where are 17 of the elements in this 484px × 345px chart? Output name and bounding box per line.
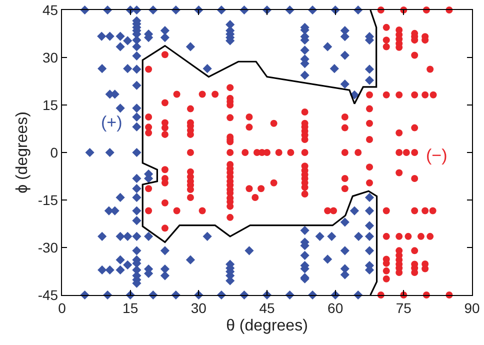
annotation: (−) xyxy=(426,146,448,165)
x-tick-label: 30 xyxy=(190,300,207,316)
y-tick-label: 15 xyxy=(42,96,58,113)
x-tick-label: 90 xyxy=(464,300,480,316)
x-tick-label: 45 xyxy=(259,300,275,316)
y-tick-label: -30 xyxy=(38,239,58,256)
x-tick-label: 15 xyxy=(122,300,138,316)
x-axis-title: θ (degrees) xyxy=(226,318,308,335)
y-tick-label: -45 xyxy=(38,286,58,303)
y-tick-label: -15 xyxy=(38,192,58,208)
y-axis-title: ϕ (degrees) xyxy=(14,112,31,194)
y-tick-label: 0 xyxy=(50,144,58,160)
y-tick-label: 30 xyxy=(42,49,58,66)
annotation: (+) xyxy=(101,113,122,132)
y-tick-label: 45 xyxy=(42,2,58,18)
x-tick-label: 60 xyxy=(328,300,344,316)
x-tick-label: 75 xyxy=(396,300,412,316)
